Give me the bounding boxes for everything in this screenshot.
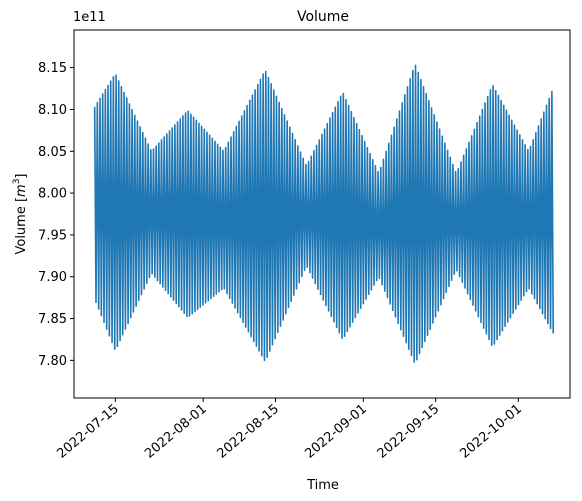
y-axis: 7.80 7.85 7.90 7.95 8.00 8.05 8.10 8.15 — [38, 61, 74, 369]
y-offset-label: 1e11 — [73, 10, 106, 25]
y-tick-label: 8.15 — [38, 61, 67, 76]
y-axis-label-close: ] — [14, 173, 29, 178]
y-tick-label: 8.00 — [38, 187, 67, 202]
y-axis-label-exp: 3 — [12, 179, 22, 185]
y-axis-label: Volume [m3] — [12, 173, 29, 254]
x-tick-label: 2022-08-01 — [142, 402, 210, 462]
x-tick-label: 2022-10-01 — [457, 402, 525, 462]
y-axis-label-unit: m — [14, 184, 29, 197]
y-tick-label: 7.80 — [38, 354, 67, 369]
x-axis: 2022-07-15 2022-08-01 2022-08-15 2022-09-01… — [54, 398, 525, 462]
volume-series-line — [93, 64, 555, 363]
chart-title: Volume — [297, 9, 349, 25]
y-tick-label: 7.95 — [38, 228, 67, 243]
x-tick-label: 2022-09-15 — [375, 402, 443, 462]
y-tick-label: 8.10 — [38, 103, 67, 118]
y-tick-label: 7.90 — [38, 270, 67, 285]
y-axis-label-base: Volume [ — [14, 197, 29, 255]
x-tick-label: 2022-08-15 — [215, 402, 283, 462]
series-group — [93, 64, 555, 363]
x-axis-label: Time — [306, 478, 339, 493]
x-tick-label: 2022-07-15 — [54, 402, 122, 462]
x-tick-label: 2022-09-01 — [302, 402, 370, 462]
y-tick-label: 7.85 — [38, 312, 67, 327]
plot-area — [93, 64, 555, 363]
y-tick-label: 8.05 — [38, 145, 67, 160]
plot-frame — [73, 29, 571, 399]
